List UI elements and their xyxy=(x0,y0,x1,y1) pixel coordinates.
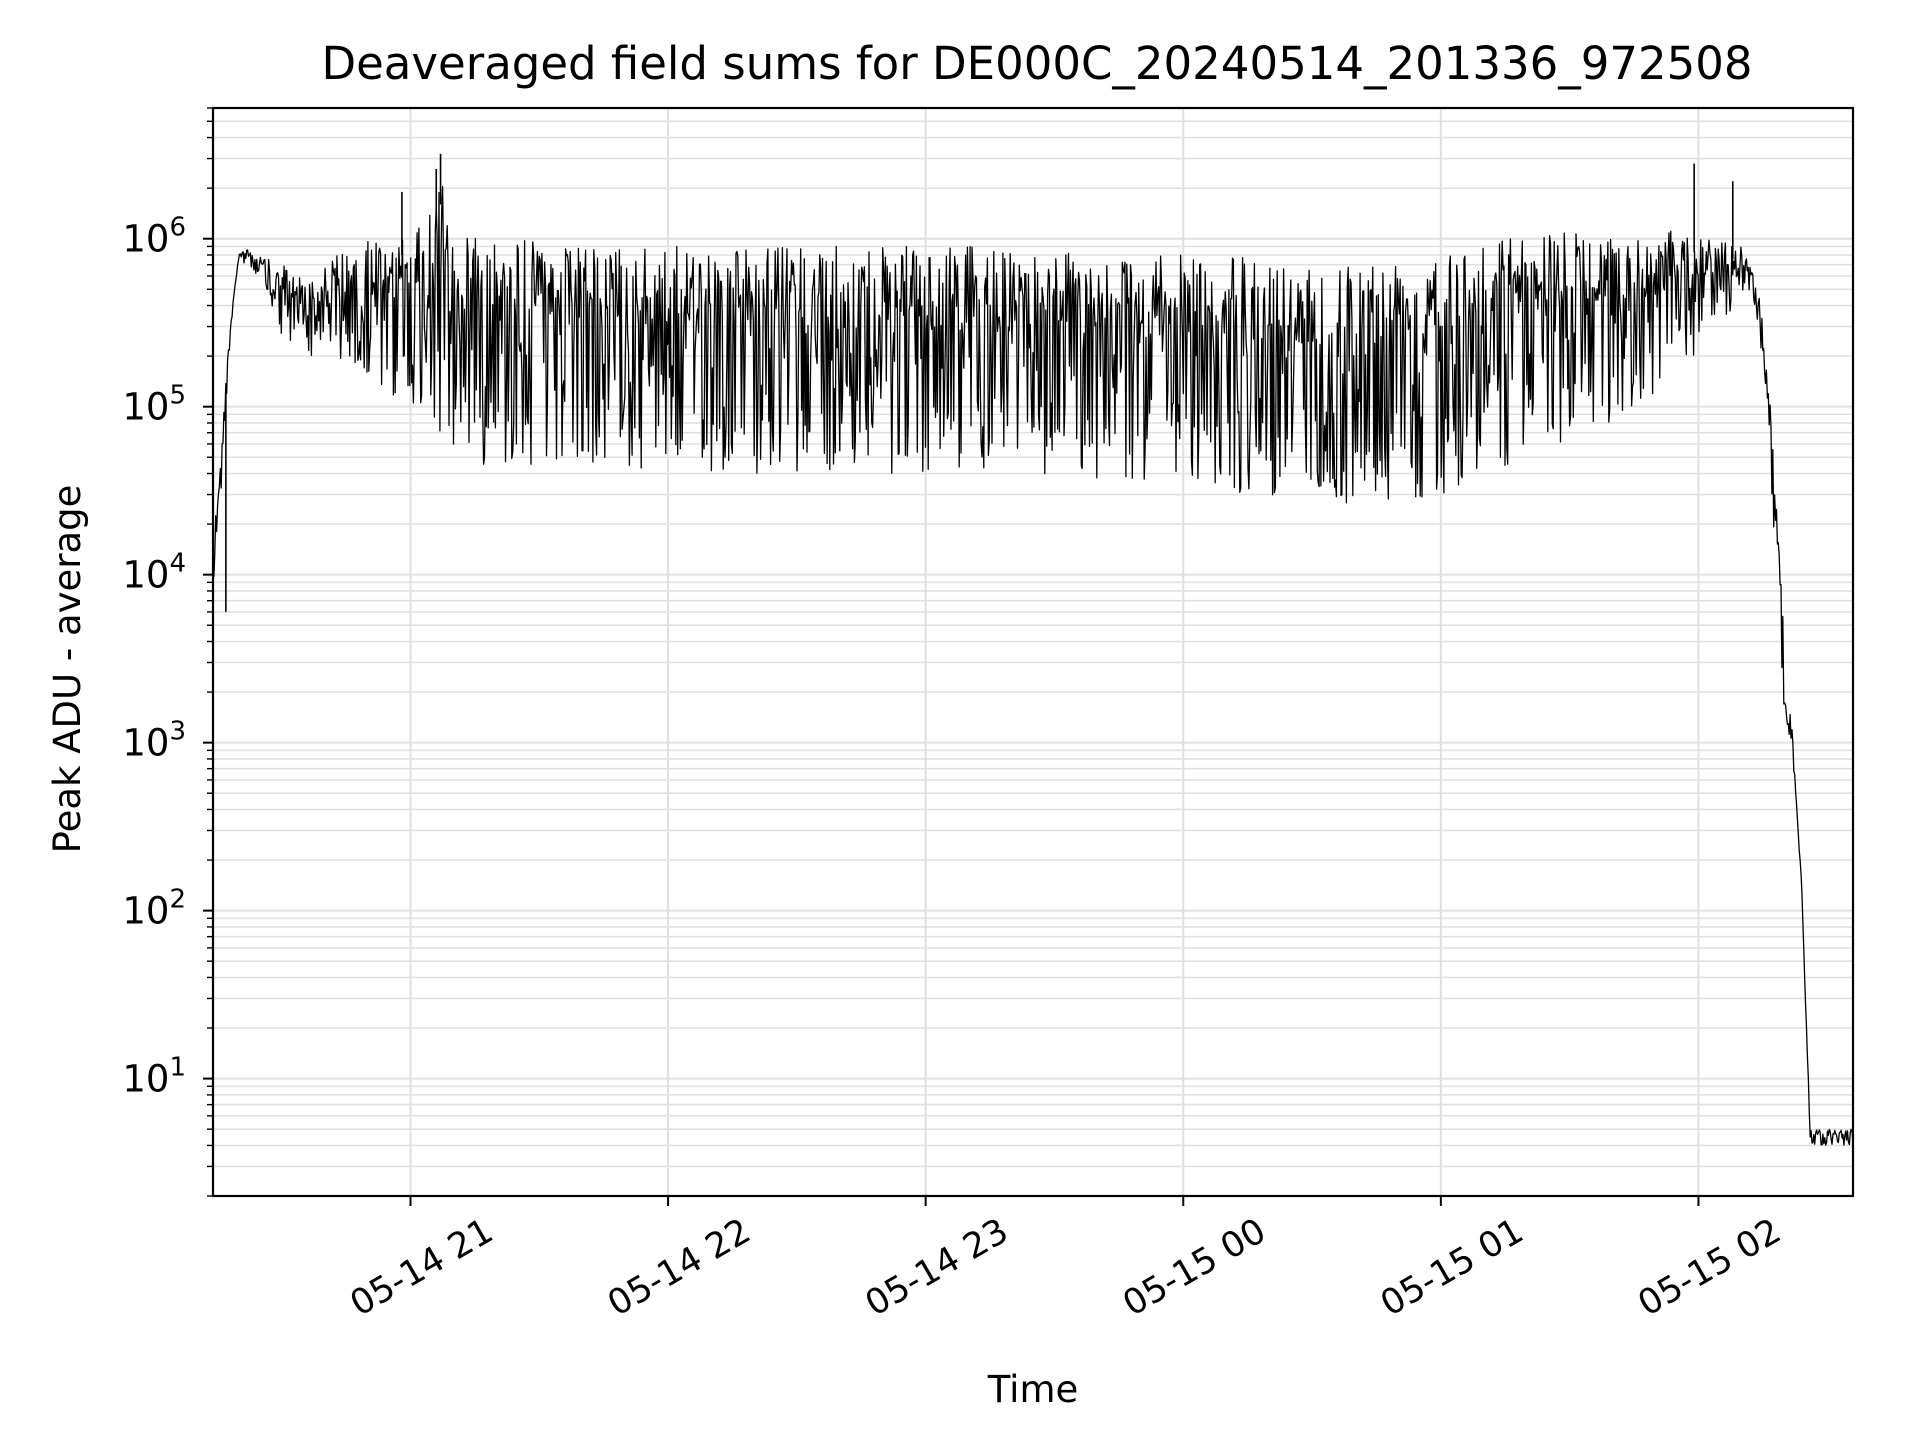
y-tick-exponent: 1 xyxy=(169,1053,186,1083)
y-tick-base: 10 xyxy=(122,890,169,933)
y-tick-exponent: 6 xyxy=(169,213,186,243)
plot-frame xyxy=(211,106,1855,1198)
y-tick-label: 106 xyxy=(122,213,186,261)
y-tick-exponent: 4 xyxy=(169,549,186,579)
series-line xyxy=(212,185,1854,1146)
y-tick-base: 10 xyxy=(122,722,169,765)
y-tick-label: 104 xyxy=(122,549,186,597)
y-tick-base: 10 xyxy=(122,386,169,429)
y-tick-exponent: 5 xyxy=(169,381,186,411)
chart-title: Deaveraged field sums for DE000C_2024051… xyxy=(321,37,1752,90)
y-axis-label: Peak ADU - average xyxy=(46,485,89,854)
grid-lines xyxy=(213,107,1853,1197)
y-tick-base: 10 xyxy=(122,218,169,261)
x-axis-label: Time xyxy=(987,1368,1079,1411)
y-tick-label: 102 xyxy=(122,885,186,933)
data-series xyxy=(212,153,1854,1146)
y-tick-base: 10 xyxy=(122,554,169,597)
y-tick-label: 103 xyxy=(122,717,186,765)
y-tick-base: 10 xyxy=(122,1058,169,1101)
y-tick-exponent: 2 xyxy=(169,885,186,915)
y-tick-exponent: 3 xyxy=(169,717,186,747)
y-tick-label: 105 xyxy=(122,381,186,429)
y-tick-label: 101 xyxy=(122,1053,186,1101)
